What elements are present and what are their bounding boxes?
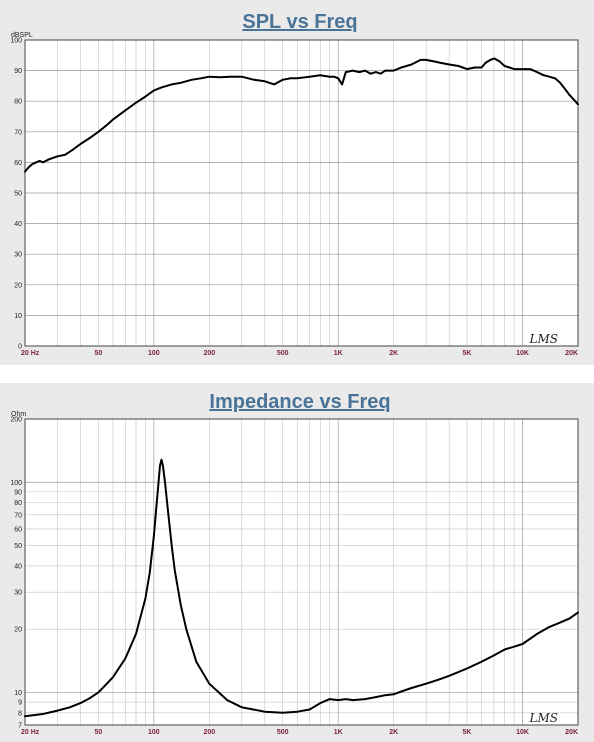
impedance-chart-title: Impedance vs Freq xyxy=(209,391,390,413)
x-tick-label: 10K xyxy=(516,350,529,357)
y-tick-label: 10 xyxy=(14,313,22,320)
y-tick-label: 90 xyxy=(14,489,22,496)
x-tick-label: 5K xyxy=(463,350,472,357)
impedance-y-unit-label: Ohm xyxy=(11,411,26,418)
y-tick-label: 20 xyxy=(14,627,22,634)
x-tick-label: 5K xyxy=(463,729,472,736)
impedance-chart: 200 100 90 80 70 60 50 40 30 20 10 9 8 720 Hz 50 100 200… xyxy=(10,391,579,736)
x-tick-label: 50 xyxy=(94,729,102,736)
y-tick-label: 50 xyxy=(14,543,22,550)
x-tick-label: 2K xyxy=(389,729,398,736)
y-tick-label: 200 xyxy=(10,417,22,424)
plot-background xyxy=(25,419,578,725)
x-tick-label: 2K xyxy=(389,350,398,357)
y-tick-label: 100 xyxy=(10,480,22,487)
y-tick-label: 70 xyxy=(14,512,22,519)
y-tick-label: 90 xyxy=(14,68,22,75)
x-tick-label: 20K xyxy=(565,350,578,357)
x-tick-label: 1K xyxy=(334,729,343,736)
x-tick-label: 100 xyxy=(148,729,160,736)
y-tick-label: 10 xyxy=(14,690,22,697)
y-tick-label: 40 xyxy=(14,563,22,570)
y-tick-label: 60 xyxy=(14,160,22,167)
y-tick-label: 8 xyxy=(18,710,22,717)
y-tick-label: 100 xyxy=(10,38,22,45)
plot-area xyxy=(24,418,579,726)
x-tick-label: 200 xyxy=(203,350,215,357)
x-tick-label: 20K xyxy=(565,729,578,736)
y-tick-label: 9 xyxy=(18,700,22,707)
series-line xyxy=(24,458,579,718)
y-tick-label: 20 xyxy=(14,282,22,289)
y-tick-label: 50 xyxy=(14,191,22,198)
x-tick-label: 20 Hz xyxy=(21,729,40,736)
x-tick-label: 50 xyxy=(94,350,102,357)
y-tick-label: 70 xyxy=(14,129,22,136)
y-tick-label: 30 xyxy=(14,590,22,597)
x-tick-label: 500 xyxy=(277,350,289,357)
y-tick-label: 80 xyxy=(14,500,22,507)
lms-watermark: LMS xyxy=(529,711,558,725)
plot-frame xyxy=(24,39,579,347)
y-tick-label: 60 xyxy=(14,526,22,533)
spl-chart-panel: 100 90 80 70 60 50 40 30 20 10 0 20 Hz 50 100 200 500 1K… xyxy=(0,0,594,365)
x-tick-label: 500 xyxy=(277,729,289,736)
y-tick-label: 30 xyxy=(14,252,22,259)
spl-chart-title: SPL vs Freq xyxy=(242,11,357,33)
x-tick-label: 10K xyxy=(516,729,529,736)
series-line xyxy=(24,57,579,173)
x-tick-label: 200 xyxy=(203,729,215,736)
y-tick-label: 40 xyxy=(14,221,22,228)
spl-y-unit-label: dBSPL xyxy=(11,32,33,39)
lms-watermark: LMS xyxy=(529,332,558,346)
y-tick-label: 80 xyxy=(14,99,22,106)
y-tick-label: 7 xyxy=(18,723,22,730)
impedance-chart-panel: 200 100 90 80 70 60 50 40 30 20 10 9 8 7 20 Hz 50 100 200… xyxy=(0,383,594,742)
x-tick-label: 1K xyxy=(334,350,343,357)
x-tick-label: 20 Hz xyxy=(21,350,40,357)
plot-frame xyxy=(24,418,579,726)
x-tick-label: 100 xyxy=(148,350,160,357)
plot-area xyxy=(24,39,579,347)
y-tick-label: 0 xyxy=(18,344,22,351)
